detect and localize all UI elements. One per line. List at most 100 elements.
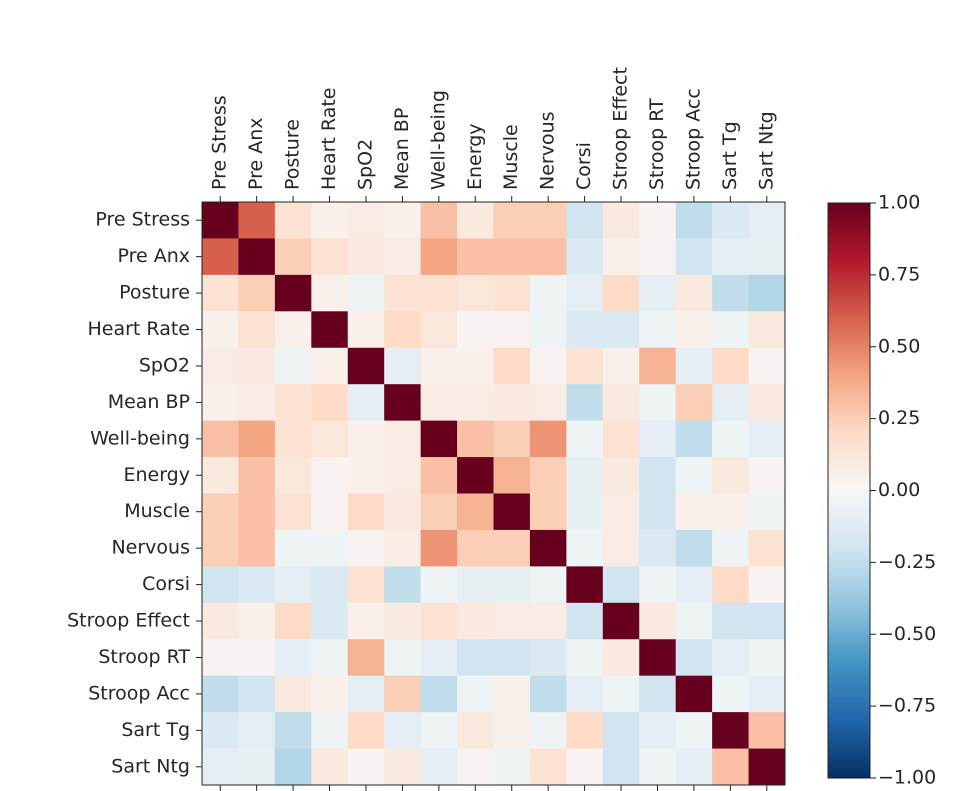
heatmap-cell (639, 748, 677, 786)
heatmap-cell (493, 566, 531, 604)
heatmap-cell (457, 712, 494, 749)
heatmap-cell (566, 748, 604, 786)
heatmap-cell (602, 202, 640, 239)
heatmap-cell (639, 420, 677, 458)
heatmap-cell (748, 347, 786, 385)
x-tick-label: Energy (464, 123, 486, 190)
heatmap-cell (311, 566, 349, 604)
y-tick-label: Mean BP (108, 391, 190, 413)
heatmap-cell (457, 602, 494, 640)
x-tick-label: Nervous (537, 111, 559, 190)
heatmap-cell (311, 602, 349, 640)
heatmap-cell (347, 347, 385, 385)
heatmap-cell (274, 457, 312, 494)
heatmap-cell (274, 602, 312, 640)
heatmap-cell (493, 420, 531, 458)
heatmap-cell (347, 384, 385, 422)
heatmap-cell (457, 311, 494, 349)
heatmap-cell (675, 238, 713, 276)
heatmap-cell (712, 457, 749, 494)
heatmap-cell (493, 675, 531, 713)
heatmap-cell (675, 384, 713, 422)
heatmap-cell (712, 238, 749, 276)
y-tick-label: Corsi (142, 573, 190, 595)
heatmap-cell (639, 675, 677, 713)
heatmap-cell (675, 457, 713, 494)
colorbar-tick-label: 0.00 (878, 479, 920, 501)
heatmap-cell (347, 639, 385, 677)
heatmap-cell (420, 748, 458, 786)
heatmap-cell (566, 639, 604, 677)
heatmap-cell (384, 493, 422, 531)
heatmap-cell (675, 748, 713, 786)
heatmap-cell (202, 202, 239, 239)
heatmap-cell (712, 566, 749, 604)
heatmap-cell (311, 457, 349, 494)
heatmap-cell (311, 529, 349, 567)
x-tick-label: Corsi (573, 142, 595, 190)
heatmap-cell (712, 274, 749, 312)
heatmap-cell (238, 493, 276, 531)
heatmap-cell (347, 602, 385, 640)
heatmap-cell (566, 311, 604, 349)
heatmap-cell (602, 311, 640, 349)
heatmap-cell (274, 238, 312, 276)
heatmap-cell (311, 384, 349, 422)
heatmap-cell (420, 639, 458, 677)
heatmap-cell (639, 311, 677, 349)
heatmap-cell (566, 457, 604, 494)
heatmap-cell (457, 202, 494, 239)
heatmap-cell (238, 602, 276, 640)
heatmap-cell (420, 274, 458, 312)
heatmap-cell (347, 748, 385, 786)
heatmap-cell (529, 420, 567, 458)
heatmap-cell (274, 311, 312, 349)
heatmap-cell (529, 712, 567, 749)
heatmap-cell (202, 493, 239, 531)
heatmap-cell (712, 748, 749, 786)
heatmap-cell (420, 675, 458, 713)
heatmap-cell (274, 529, 312, 567)
heatmap-cell (238, 529, 276, 567)
heatmap-cell (384, 384, 422, 422)
heatmap-cell (675, 493, 713, 531)
heatmap-cell (639, 639, 677, 677)
y-tick-label: Well-being (90, 427, 190, 449)
colorbar-tick-label: 0.75 (878, 263, 920, 285)
heatmap-cell (420, 311, 458, 349)
heatmap-cell (311, 347, 349, 385)
heatmap-cell (457, 347, 494, 385)
heatmap-cell (274, 493, 312, 531)
heatmap-cell (675, 602, 713, 640)
heatmap-cell (748, 238, 786, 276)
heatmap-cell (529, 347, 567, 385)
heatmap-cell (712, 712, 749, 749)
heatmap-cell (274, 675, 312, 713)
heatmap-cell (274, 274, 312, 312)
heatmap-cell (202, 384, 239, 422)
heatmap-cell (311, 274, 349, 312)
heatmap-cell (238, 420, 276, 458)
heatmap-cell (420, 202, 458, 239)
x-tick-label: Stroop Acc (682, 88, 704, 190)
heatmap-cell (602, 566, 640, 604)
heatmap-cell (602, 748, 640, 786)
heatmap-cell (675, 529, 713, 567)
heatmap-cell (384, 529, 422, 567)
heatmap-cell (566, 274, 604, 312)
heatmap-cell (712, 311, 749, 349)
heatmap-cell (457, 566, 494, 604)
heatmap-cell (748, 311, 786, 349)
heatmap-cell (529, 639, 567, 677)
heatmap-cell (457, 274, 494, 312)
heatmap-cell (566, 384, 604, 422)
y-tick-label: Pre Anx (117, 245, 190, 267)
heatmap-cell (602, 274, 640, 312)
heatmap-cell (202, 748, 239, 786)
heatmap-cell (493, 347, 531, 385)
heatmap-cell (457, 639, 494, 677)
heatmap-cell (238, 347, 276, 385)
heatmap-cell (712, 602, 749, 640)
colorbar (827, 202, 871, 779)
heatmap-cell (420, 566, 458, 604)
